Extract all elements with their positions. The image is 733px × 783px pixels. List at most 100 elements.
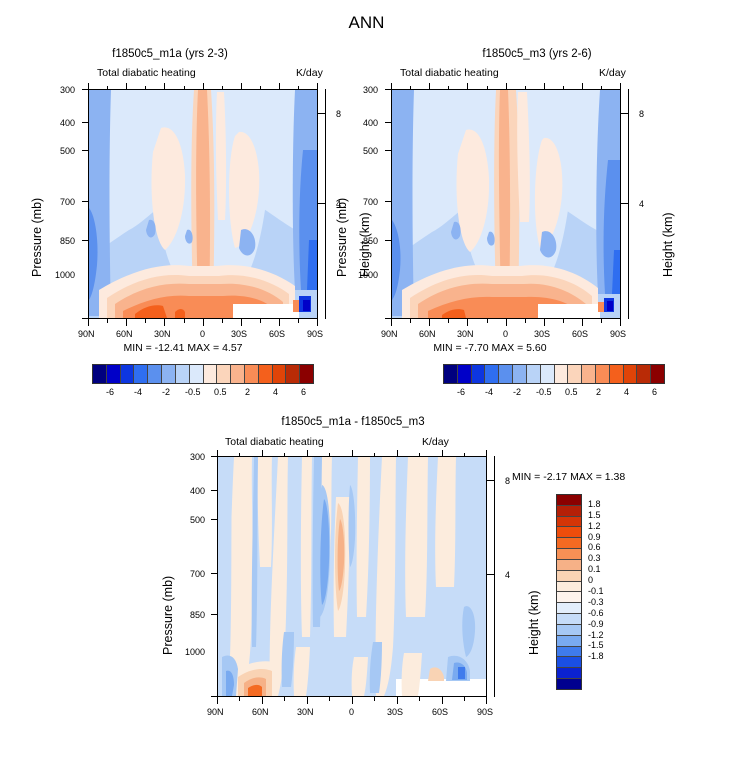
panel-left-minmax: MIN = -12.41 MAX = 4.57: [123, 342, 243, 354]
panel-right-ytick-700: 700: [363, 197, 379, 207]
colorbar-diff-label-11: -0.9: [588, 618, 604, 629]
figure-title: ANN: [348, 13, 385, 32]
colorbar-diff-cell-8: [557, 581, 581, 593]
colorbar-diff-cell-4: [557, 538, 581, 550]
panel-right-y2tick-8: 8: [639, 109, 645, 119]
colorbar-main-right-strip: [443, 364, 665, 384]
colorbar-diff-label-6: 0.1: [588, 564, 601, 575]
colorbar-cell-12: [258, 365, 273, 383]
colorbar-diff-cell-3: [557, 527, 581, 539]
panel-left-contours: [89, 90, 317, 318]
panel-right-xtick-90S: 90S: [610, 329, 627, 339]
panel-right-plot: [391, 89, 621, 319]
panel-diff-field-label: Total diabatic heating: [225, 436, 324, 448]
colorbar-cell-10: [231, 365, 245, 383]
colorbar-main-left-labels: -6 -4 -2 -0.5 0.5 2 4 6: [92, 384, 314, 400]
ytick-850: 850: [60, 236, 76, 246]
panel-diff-y2tick-8: 8: [505, 476, 511, 486]
panel-diff-xtick-60N: 60N: [252, 707, 269, 717]
colorbar-cell-14: [637, 365, 652, 383]
colorbar-cell-5: [513, 365, 527, 383]
colorbar-diff-label-7: 0: [588, 575, 594, 586]
colorbar-cell-9: [217, 365, 232, 383]
cb-right-label--6: -6: [457, 387, 466, 397]
panel-left-field-label: Total diabatic heating: [97, 67, 196, 79]
panel-diff-yaxis-title: Pressure (mb): [161, 575, 175, 655]
colorbar-diff: 1.8 1.5 1.2 0.9 0.6 0.3 0.1 0 -0.1 -0.3 -0.6 -0.9 -1…: [556, 494, 604, 690]
panel-diff-minmax: MIN = -2.17 MAX = 1.38: [512, 471, 626, 483]
panel-diff: f1850c5_m1a - f1850c5_m3 Total diabatic …: [161, 412, 549, 732]
panel-right-ytick-400: 400: [363, 118, 379, 128]
colorbar-diff-cell-7: [557, 570, 581, 582]
colorbar-diff-cell-10: [557, 603, 581, 615]
colorbar-cell-8: [554, 365, 569, 383]
panel-diff-ytick-700: 700: [190, 569, 206, 579]
panel-diff-plot: [217, 456, 487, 697]
colorbar-diff-cell-5: [557, 549, 581, 560]
colorbar-diff-cell-14: [557, 646, 581, 658]
panel-diff-ytick-300: 300: [190, 452, 206, 462]
panel-right-ytick-850: 850: [363, 236, 379, 246]
colorbar-diff-cell-6: [557, 559, 581, 571]
panel-diff-ytick-500: 500: [190, 515, 206, 525]
cb-left-label-6: 6: [301, 387, 307, 397]
colorbar-cell-0: [93, 365, 107, 383]
colorbar-cell-9: [568, 365, 583, 383]
colorbar-diff-cell-9: [557, 592, 581, 604]
panel-left-units-label: K/day: [296, 67, 323, 79]
panel-diff-ytick-850: 850: [190, 610, 206, 620]
colorbar-cell-7: [189, 365, 204, 383]
colorbar-cell-12: [609, 365, 624, 383]
colorbar-diff-cell-12: [557, 624, 581, 636]
cb-left-label-4: 4: [273, 387, 279, 397]
panel-left-y2tick-4: 4: [336, 199, 342, 209]
panel-left-xtick-90N: 90N: [78, 329, 95, 339]
panel-diff-title: f1850c5_m1a - f1850c5_m3: [281, 416, 425, 428]
colorbar-cell-7: [540, 365, 555, 383]
colorbar-cell-3: [485, 365, 500, 383]
colorbar-diff-cell-11: [557, 614, 581, 625]
colorbar-main-right: -6 -4 -2 -0.5 0.5 2 4 6: [443, 364, 665, 400]
colorbar-diff-label-9: -0.3: [588, 596, 604, 607]
panel-diff-ytick-1000: 1000: [185, 647, 206, 657]
colorbar-diff-cell-13: [557, 635, 581, 647]
panel-diff-xtick-30N: 30N: [297, 707, 314, 717]
colorbar-cell-6: [526, 365, 541, 383]
colorbar-cell-5: [162, 365, 176, 383]
colorbar-diff-label-12: -1.2: [588, 629, 604, 640]
panel-left-y2tick-8: 8: [336, 109, 342, 119]
panel-right-xtick-90N: 90N: [381, 329, 398, 339]
colorbar-cell-4: [148, 365, 163, 383]
panel-diff-xtick-0: 0: [349, 707, 355, 717]
ytick-700: 700: [60, 197, 76, 207]
panel-left-xtick-30S: 30S: [231, 329, 248, 339]
colorbar-diff-label-5: 0.3: [588, 553, 601, 564]
colorbar-diff-label-1: 1.5: [588, 509, 601, 520]
panel-diff-y2tick-4: 4: [505, 570, 511, 580]
colorbar-diff-labels: 1.8 1.5 1.2 0.9 0.6 0.3 0.1 0 -0.1 -0.3 -0.6 -0.9 -1…: [588, 494, 628, 690]
cb-left-label--4: -4: [134, 387, 143, 397]
ytick-1000: 1000: [55, 270, 76, 280]
panel-right-xtick-60S: 60S: [572, 329, 589, 339]
cb-left-label-0.5: 0.5: [214, 387, 227, 397]
colorbar-cell-1: [457, 365, 472, 383]
cb-right-label--4: -4: [485, 387, 494, 397]
colorbar-main-left: -6 -4 -2 -0.5 0.5 2 4 6: [92, 364, 314, 400]
panel-right-y2tick-4: 4: [639, 199, 645, 209]
colorbar-cell-2: [471, 365, 486, 383]
colorbar-cell-14: [286, 365, 301, 383]
colorbar-diff-strip: [556, 494, 582, 690]
cb-right-label-2: 2: [596, 387, 602, 397]
cb-right-label-0.5: 0.5: [565, 387, 578, 397]
colorbar-diff-cell-2: [557, 516, 581, 528]
panel-right-yaxis-title: Pressure (mb): [335, 197, 349, 277]
panel-diff-xtick-90N: 90N: [207, 707, 224, 717]
cb-right-label-4: 4: [624, 387, 630, 397]
colorbar-diff-label-10: -0.6: [588, 607, 604, 618]
panel-diff-xtick-90S: 90S: [477, 707, 494, 717]
panel-diff-y2axis-title: Height (km): [527, 590, 541, 655]
colorbar-diff-label-0: 1.8: [588, 498, 601, 509]
colorbar-diff-label-4: 0.6: [588, 542, 601, 553]
colorbar-cell-0: [444, 365, 458, 383]
colorbar-cell-11: [244, 365, 259, 383]
